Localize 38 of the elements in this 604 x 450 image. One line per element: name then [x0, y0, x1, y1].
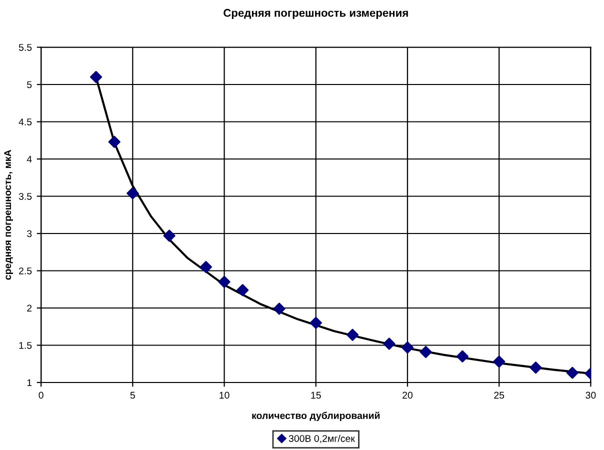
x-tick-label: 20 — [402, 392, 413, 399]
point — [200, 260, 212, 274]
y-tick-label: 2.5 — [19, 267, 32, 274]
point — [566, 366, 578, 379]
y-tick-label: 2 — [27, 304, 32, 312]
y-axis-title: средняя погрешность, мкА — [4, 150, 13, 280]
point — [456, 350, 469, 362]
y-tick-label: 3.5 — [18, 192, 32, 200]
point — [273, 302, 286, 315]
x-axis-title: количество дублирований — [252, 412, 380, 421]
x-tick-label: 10 — [220, 392, 230, 399]
x-tick-label: 25 — [494, 392, 504, 399]
point — [108, 136, 120, 148]
y-tick-label: 1.5 — [19, 342, 32, 349]
y-tick-label: 3 — [27, 230, 32, 238]
chart-title: Средняя погрешность измерения — [224, 8, 408, 19]
point — [401, 341, 414, 354]
point — [383, 338, 396, 350]
point — [346, 328, 359, 341]
point — [530, 362, 542, 374]
y-tick-label: 1 — [27, 379, 32, 386]
y-tick-label: 4 — [26, 156, 32, 163]
point — [163, 230, 176, 242]
point — [310, 316, 322, 329]
point — [90, 70, 102, 84]
point — [420, 346, 432, 358]
y-tick-label: 4.5 — [18, 118, 32, 126]
x-tick-label: 0 — [38, 392, 44, 399]
x-tick-label: 5 — [130, 392, 135, 399]
legend-label: 300В 0,2мг/сек — [288, 434, 355, 444]
x-tick-label: 30 — [586, 392, 596, 399]
x-tick-label: 15 — [311, 392, 321, 399]
point — [126, 187, 139, 200]
point — [218, 276, 230, 288]
y-tick-label: 5.5 — [18, 44, 32, 51]
point — [493, 356, 506, 368]
y-tick-label: 5 — [27, 81, 32, 88]
point — [236, 284, 249, 296]
